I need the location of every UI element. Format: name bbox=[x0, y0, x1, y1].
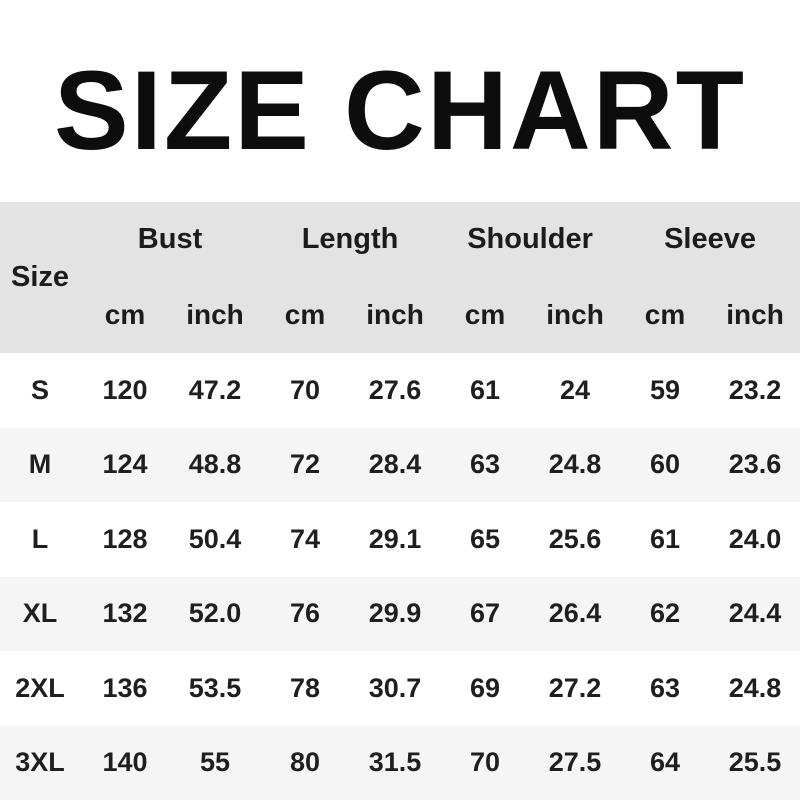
unit-header-length-cm: cm bbox=[260, 277, 351, 353]
cell-bust-cm: 140 bbox=[102, 747, 148, 778]
unit-header-sleeve-inch: inch bbox=[710, 277, 800, 353]
header-group-row: Size Bust Length Shoulder Sleeve bbox=[0, 202, 800, 353]
cell-length-inch: 29.1 bbox=[368, 523, 422, 554]
cell-sleeve-cm: 60 bbox=[650, 449, 681, 480]
cell-length-inch: 28.4 bbox=[368, 449, 422, 480]
cell-shoulder-inch: 27.5 bbox=[548, 747, 602, 778]
page-title: SIZE CHART bbox=[54, 47, 746, 173]
cell-length-inch: 31.5 bbox=[368, 747, 422, 778]
unit-header-shoulder-inch: inch bbox=[530, 277, 621, 353]
cell-length-inch: 29.9 bbox=[368, 598, 422, 629]
cell-shoulder-cm: 65 bbox=[469, 523, 501, 554]
cell-length-cm: 70 bbox=[289, 374, 321, 405]
cell-length-cm: 76 bbox=[289, 598, 321, 629]
cell-bust-inch: 47.2 bbox=[188, 374, 242, 405]
cell-sleeve-cm: 64 bbox=[650, 747, 681, 778]
unit-header-shoulder-cm: cm bbox=[440, 277, 531, 353]
header-unit-row: cm inch cm inch cm inch cm inch bbox=[0, 277, 800, 353]
table-body: S 120 47.2 70 27.6 61 24 59 23.2 M 124 4… bbox=[0, 353, 800, 800]
cell-sleeve-inch: 23.6 bbox=[728, 449, 782, 480]
size-label: S bbox=[30, 374, 49, 405]
cell-shoulder-cm: 69 bbox=[469, 672, 501, 703]
unit-header-bust-cm: cm bbox=[80, 277, 170, 353]
cell-sleeve-cm: 62 bbox=[650, 598, 681, 629]
cell-length-cm: 72 bbox=[289, 449, 321, 480]
cell-shoulder-cm: 67 bbox=[469, 598, 501, 629]
cell-length-inch: 30.7 bbox=[368, 672, 422, 703]
cell-length-cm: 80 bbox=[289, 747, 321, 778]
column-group-shoulder: Shoulder bbox=[440, 202, 621, 277]
cell-bust-cm: 128 bbox=[102, 523, 148, 554]
cell-shoulder-inch: 24.8 bbox=[548, 449, 602, 480]
cell-sleeve-inch: 23.2 bbox=[728, 374, 782, 405]
unit-header-bust-inch: inch bbox=[170, 277, 261, 353]
cell-sleeve-inch: 24.8 bbox=[728, 672, 782, 703]
cell-bust-inch: 48.8 bbox=[188, 449, 242, 480]
cell-bust-inch: 50.4 bbox=[188, 523, 242, 554]
table-row-xl: XL 132 52.0 76 29.9 67 26.4 62 24.4 bbox=[0, 576, 800, 651]
cell-length-inch: 27.6 bbox=[368, 374, 422, 405]
size-column-header: Size bbox=[0, 202, 80, 353]
cell-sleeve-inch: 25.5 bbox=[728, 747, 782, 778]
cell-sleeve-cm: 59 bbox=[650, 374, 681, 405]
table-row-3xl: 3XL 140 55 80 31.5 70 27.5 64 25.5 bbox=[0, 725, 800, 800]
size-label: 2XL bbox=[15, 672, 65, 703]
cell-shoulder-inch: 27.2 bbox=[548, 672, 602, 703]
size-chart-table: Size Bust Length Shoulder Sleeve cm inch… bbox=[0, 202, 800, 800]
cell-bust-inch: 55 bbox=[199, 747, 231, 778]
size-label: M bbox=[28, 449, 52, 480]
table-header: Size Bust Length Shoulder Sleeve cm inch… bbox=[0, 202, 800, 353]
cell-sleeve-inch: 24.0 bbox=[728, 523, 782, 554]
cell-bust-cm: 136 bbox=[102, 672, 148, 703]
table-row-m: M 124 48.8 72 28.4 63 24.8 60 23.6 bbox=[0, 427, 800, 502]
cell-shoulder-inch: 24 bbox=[560, 374, 591, 405]
cell-sleeve-cm: 63 bbox=[650, 672, 681, 703]
column-group-sleeve: Sleeve bbox=[620, 202, 800, 277]
cell-length-cm: 74 bbox=[289, 523, 321, 554]
table-row-l: L 128 50.4 74 29.1 65 25.6 61 24.0 bbox=[0, 502, 800, 577]
table-row-2xl: 2XL 136 53.5 78 30.7 69 27.2 63 24.8 bbox=[0, 651, 800, 726]
size-label: 3XL bbox=[15, 747, 65, 778]
size-label: XL bbox=[22, 598, 58, 629]
column-group-bust: Bust bbox=[80, 202, 261, 277]
cell-shoulder-inch: 25.6 bbox=[548, 523, 602, 554]
size-label: L bbox=[31, 523, 49, 554]
cell-bust-inch: 53.5 bbox=[188, 672, 242, 703]
cell-sleeve-inch: 24.4 bbox=[728, 598, 782, 629]
cell-bust-cm: 120 bbox=[102, 374, 148, 405]
unit-header-length-inch: inch bbox=[350, 277, 441, 353]
cell-sleeve-cm: 61 bbox=[650, 523, 681, 554]
cell-shoulder-cm: 70 bbox=[469, 747, 501, 778]
cell-shoulder-inch: 26.4 bbox=[548, 598, 602, 629]
cell-bust-cm: 124 bbox=[102, 449, 148, 480]
cell-bust-cm: 132 bbox=[102, 598, 148, 629]
column-group-length: Length bbox=[260, 202, 441, 277]
unit-header-sleeve-cm: cm bbox=[620, 277, 711, 353]
table-row-s: S 120 47.2 70 27.6 61 24 59 23.2 bbox=[0, 353, 800, 428]
cell-shoulder-cm: 63 bbox=[469, 449, 501, 480]
cell-length-cm: 78 bbox=[289, 672, 321, 703]
cell-bust-inch: 52.0 bbox=[188, 598, 242, 629]
cell-shoulder-cm: 61 bbox=[469, 374, 501, 405]
